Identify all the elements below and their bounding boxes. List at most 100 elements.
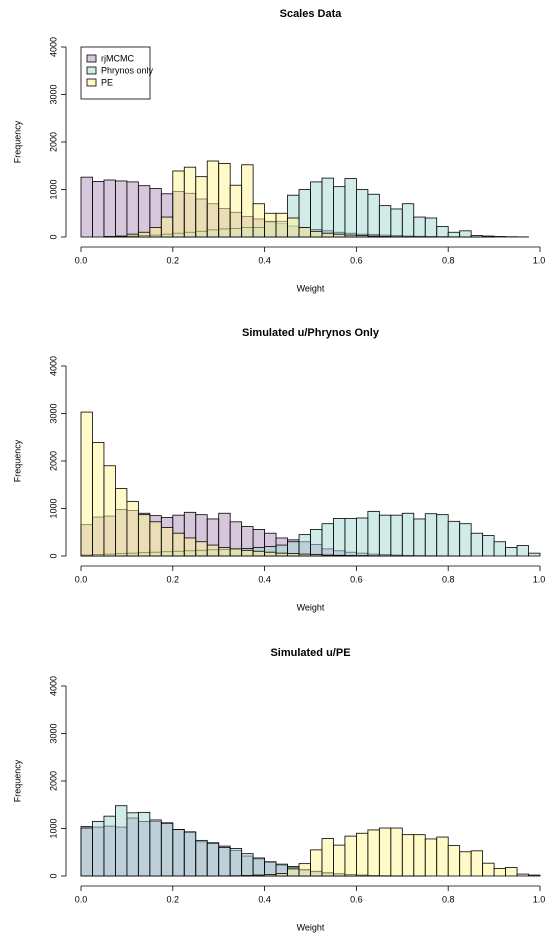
bar <box>92 181 105 238</box>
bar <box>378 514 392 557</box>
x-tick-label: 0.8 <box>442 255 455 265</box>
bar <box>516 873 529 877</box>
bar <box>459 523 472 557</box>
bar <box>126 500 139 557</box>
y-tick-label: 2000 <box>48 451 58 471</box>
bar <box>149 227 162 238</box>
bar <box>344 835 357 877</box>
bar <box>470 235 484 238</box>
bar <box>195 176 208 238</box>
bar <box>310 554 323 557</box>
bar <box>275 873 288 877</box>
bar <box>516 545 529 557</box>
x-axis-label: Weight <box>297 922 325 932</box>
y-tick-label: 0 <box>48 873 58 878</box>
y-tick-label: 1000 <box>48 498 58 518</box>
bar <box>229 548 243 557</box>
x-tick-label: 0.2 <box>167 255 180 265</box>
x-tick-label: 0.0 <box>75 255 88 265</box>
x-axis-label: Weight <box>297 602 325 612</box>
x-tick-label: 0.4 <box>258 255 271 265</box>
chart-title: Simulated u/Phrynos Only <box>242 327 380 339</box>
x-tick-label: 0.4 <box>258 574 271 584</box>
bar <box>252 857 266 877</box>
bar <box>424 217 438 238</box>
bar <box>126 181 139 238</box>
x-tick-label: 0.6 <box>350 894 363 904</box>
y-tick-label: 3000 <box>48 403 58 423</box>
bar <box>401 203 415 238</box>
chart-title: Scales Data <box>280 8 343 20</box>
bar <box>459 230 472 238</box>
legend-label: rjMCMC <box>101 53 134 63</box>
bar <box>321 177 334 238</box>
bar <box>264 874 277 877</box>
bar <box>264 551 277 557</box>
y-tick-label: 0 <box>48 553 58 558</box>
bar <box>172 532 185 557</box>
x-tick-label: 0.0 <box>75 574 88 584</box>
bar <box>493 541 506 557</box>
x-tick-label: 0.0 <box>75 894 88 904</box>
x-tick-label: 0.2 <box>167 894 180 904</box>
legend-swatch <box>86 78 97 87</box>
bar <box>401 512 415 557</box>
bar <box>436 226 449 238</box>
bar <box>172 829 185 877</box>
bar <box>80 176 93 238</box>
bar <box>206 842 220 877</box>
bar <box>183 166 197 238</box>
bar <box>206 160 220 238</box>
y-tick-label: 3000 <box>48 723 58 743</box>
bar <box>378 827 392 877</box>
bar <box>482 535 495 557</box>
bar <box>206 544 220 557</box>
bar <box>80 827 93 877</box>
bar <box>390 827 403 877</box>
x-tick-label: 1.0 <box>533 574 546 584</box>
x-tick-label: 0.4 <box>258 894 271 904</box>
bar <box>218 847 231 877</box>
y-tick-label: 1000 <box>48 818 58 838</box>
x-tick-label: 0.6 <box>350 574 363 584</box>
legend-label: PE <box>101 77 113 87</box>
bar <box>424 513 438 557</box>
bar <box>333 844 346 877</box>
bar <box>447 231 461 238</box>
bar <box>218 547 231 557</box>
x-tick-label: 0.2 <box>167 574 180 584</box>
bar <box>310 529 323 557</box>
bar <box>252 203 266 238</box>
bar <box>424 838 438 877</box>
y-axis-label: Frequency <box>12 759 22 802</box>
bar <box>287 217 300 238</box>
bar <box>367 235 380 238</box>
x-axis-label: Weight <box>297 283 325 293</box>
bar <box>195 839 208 877</box>
bar <box>287 553 300 557</box>
bar <box>413 834 426 877</box>
y-tick-label: 1000 <box>48 179 58 199</box>
bar <box>470 532 484 557</box>
bar <box>333 554 346 557</box>
bar <box>149 521 162 557</box>
bar <box>321 838 334 877</box>
bar <box>390 514 403 557</box>
bar <box>505 547 518 557</box>
bar <box>436 514 449 557</box>
bar <box>160 527 174 557</box>
bar <box>505 867 518 877</box>
bar <box>355 832 369 877</box>
bar <box>367 193 380 238</box>
bar <box>103 465 116 557</box>
legend-label: Phrynos only <box>101 65 154 75</box>
bar <box>344 518 357 557</box>
chart-title: Simulated u/PE <box>270 647 350 659</box>
bar <box>264 212 277 238</box>
bar <box>183 831 197 877</box>
bar <box>218 162 231 238</box>
bar <box>310 849 323 877</box>
bar <box>528 874 541 877</box>
bar <box>183 537 197 557</box>
